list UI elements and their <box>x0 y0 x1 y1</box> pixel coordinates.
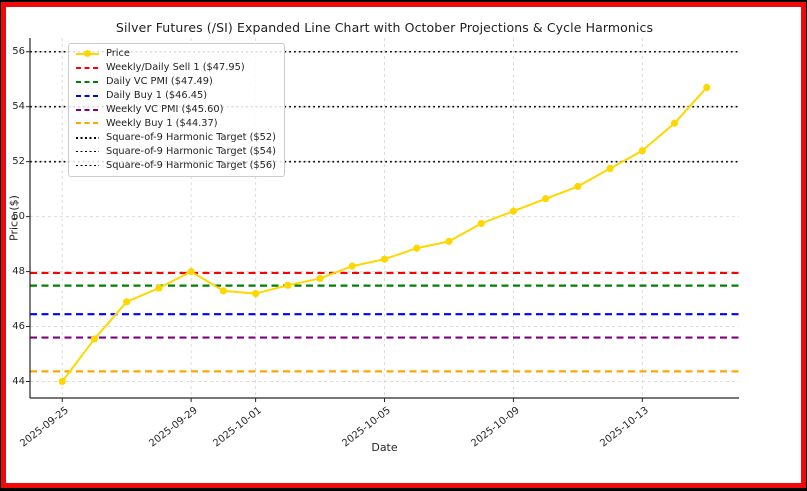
price-marker <box>58 377 66 386</box>
legend-swatch-dashed <box>76 105 99 115</box>
legend-swatch-dashed <box>76 77 99 87</box>
price-marker <box>670 119 679 127</box>
price-marker <box>445 237 453 245</box>
price-marker <box>123 298 131 306</box>
price-marker <box>413 244 421 252</box>
chart-title: Silver Futures (/SI) Expanded Line Chart… <box>115 20 654 35</box>
price-marker <box>155 284 163 292</box>
y-tick-label: 44 <box>12 375 25 387</box>
legend-label: Daily VC PMI ($47.49) <box>106 76 213 88</box>
price-marker <box>284 281 292 289</box>
y-tick-label: 56 <box>12 45 25 57</box>
legend-label: Weekly VC PMI ($45.60) <box>106 104 224 115</box>
legend-item: Weekly Buy 1 ($44.37) <box>76 116 276 130</box>
legend-swatch-dotted <box>76 146 99 156</box>
price-marker <box>574 182 582 190</box>
legend-label: Square-of-9 Harmonic Target ($56) <box>106 159 276 171</box>
price-marker <box>638 147 646 155</box>
y-tick-label: 54 <box>12 100 25 112</box>
price-marker <box>703 83 711 92</box>
price-marker <box>542 195 550 203</box>
legend-label: Weekly/Daily Sell 1 ($47.95) <box>106 62 245 74</box>
legend-swatch-dashed <box>76 91 99 101</box>
legend-label: Weekly Buy 1 ($44.37) <box>106 117 218 129</box>
price-marker <box>316 274 324 283</box>
price-marker <box>477 219 485 228</box>
legend-item: Price <box>76 47 276 61</box>
legend-label: Square-of-9 Harmonic Target ($52) <box>106 131 276 143</box>
price-marker <box>90 335 99 343</box>
legend-item: Weekly/Daily Sell 1 ($47.95) <box>76 61 276 75</box>
price-marker <box>380 255 389 263</box>
legend-item: Square-of-9 Harmonic Target ($54) <box>76 144 276 158</box>
x-axis-label: Date <box>371 441 398 454</box>
price-marker <box>348 262 356 270</box>
legend-swatch-dotted <box>76 132 99 142</box>
price-marker <box>219 287 227 295</box>
legend-item: Weekly VC PMI ($45.60) <box>76 103 276 117</box>
legend-item: Square-of-9 Harmonic Target ($56) <box>76 158 276 172</box>
legend-swatch-line-marker <box>76 49 99 59</box>
y-tick-label: 52 <box>12 155 25 167</box>
y-tick-label: 48 <box>12 265 25 277</box>
price-marker <box>606 164 614 173</box>
price-marker <box>187 267 195 276</box>
y-tick-label: 50 <box>12 210 25 222</box>
legend-item: Daily VC PMI ($47.49) <box>76 75 276 89</box>
price-marker <box>509 207 518 215</box>
y-tick-label: 46 <box>12 320 25 332</box>
legend: Price Weekly/Daily Sell 1 ($47.95) Daily V… <box>68 43 285 178</box>
price-marker <box>251 289 260 298</box>
legend-item: Daily Buy 1 ($46.45) <box>76 89 276 103</box>
legend-swatch-dotted <box>76 160 99 170</box>
legend-label: Daily Buy 1 ($46.45) <box>106 90 208 102</box>
legend-label: Square-of-9 Harmonic Target ($54) <box>106 145 276 157</box>
legend-item: Square-of-9 Harmonic Target ($52) <box>76 130 276 144</box>
legend-label: Price <box>106 48 130 60</box>
legend-swatch-dashed <box>76 63 99 73</box>
legend-swatch-dashed <box>76 118 99 128</box>
